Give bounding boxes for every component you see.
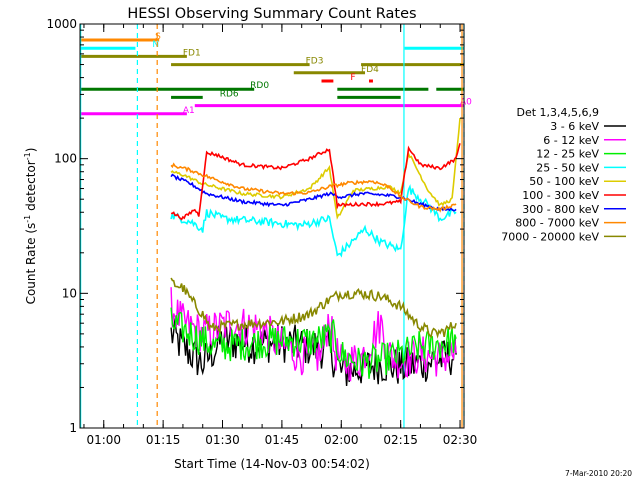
y-tick-label: 100 [54, 152, 77, 166]
legend-label-6-12-kev: 6 - 12 keV [543, 134, 599, 147]
flag-label-fd4: FD4 [361, 65, 379, 75]
legend-label-25-50-kev: 25 - 50 keV [536, 161, 599, 174]
x-tick-label: 01:30 [205, 433, 240, 447]
x-tick-label: 01:15 [146, 433, 181, 447]
legend-label-7000-20000-kev: 7000 - 20000 keV [501, 230, 599, 243]
chart-title: HESSI Observing Summary Count Rates [127, 6, 416, 22]
x-axis: 01:00 01:15 01:30 01:45 02:00 02:15 02:30 [83, 24, 478, 447]
y-axis-label-sup: -1 [23, 215, 32, 223]
series-line-800-7000-kev [170, 162, 457, 213]
timestamp: 7-Mar-2010 20:20 [565, 469, 632, 478]
y-axis-label: Count Rate (s-1 detector-1) [23, 148, 38, 305]
x-tick-label: 01:00 [86, 433, 121, 447]
flag-label-f: F [350, 73, 355, 83]
series-line-25-50-kev [170, 184, 457, 258]
legend-label-3-6-kev: 3 - 6 keV [550, 120, 599, 133]
y-axis: 1 10 100 1000 [46, 17, 464, 435]
flag-label-fd3: FD3 [306, 57, 324, 67]
legend-label-100-300-kev: 100 - 300 keV [522, 189, 599, 202]
data-curves [170, 118, 461, 386]
plot-frame [79, 23, 465, 429]
y-tick-label: 10 [62, 286, 77, 300]
legend-label-12-25-kev: 12 - 25 keV [536, 148, 599, 161]
legend-label-800-7000-kev: 800 - 7000 keV [515, 217, 599, 230]
y-axis-label-mid: detector [24, 160, 38, 215]
flag-label-n: N [152, 40, 159, 50]
legend-title: Det 1,3,4,5,6,9 [516, 106, 599, 119]
x-tick-label: 02:00 [324, 433, 359, 447]
flag-label-s: S [155, 32, 161, 42]
series-line-50-100-kev [170, 118, 461, 220]
y-axis-label-part: Count Rate (s [24, 223, 38, 305]
x-tick-label: 02:15 [383, 433, 418, 447]
y-tick-label: 1000 [46, 17, 77, 31]
y-tick-label: 1 [69, 421, 77, 435]
flag-label-a1: A1 [183, 106, 195, 116]
series-line-12-25-kev [170, 307, 457, 379]
y-axis-label-sup2: -1 [23, 152, 32, 160]
series-line-7000-20000-kev [170, 277, 457, 339]
flag-label-fd1: FD1 [183, 48, 201, 58]
x-tick-label: 02:30 [443, 433, 478, 447]
x-axis-label: Start Time (14-Nov-03 00:54:02) [174, 457, 370, 471]
x-tick-label: 01:45 [265, 433, 300, 447]
legend-label-50-100-kev: 50 - 100 keV [529, 175, 599, 188]
legend-label-300-800-kev: 300 - 800 keV [522, 203, 599, 216]
flag-label-a0: A0 [460, 98, 472, 108]
flag-label-rd0: RD0 [250, 81, 269, 91]
series-line-100-300-kev [170, 143, 461, 221]
y-axis-label-end: ) [24, 148, 38, 153]
flag-label-rd6: RD6 [220, 89, 239, 99]
flag-bars: SN FD1 FD3 FD4 F RD0 RD6 A0 A1 [80, 32, 472, 116]
